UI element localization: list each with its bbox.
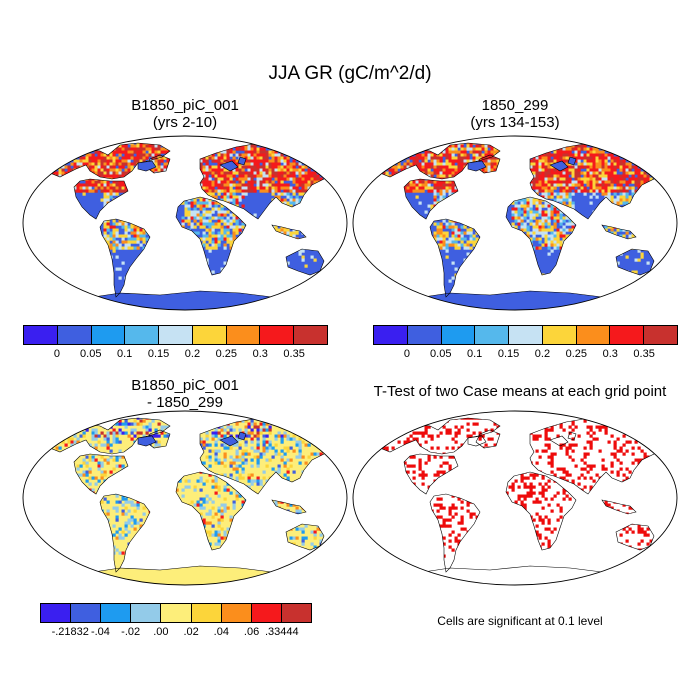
colorbar-case1 <box>23 325 328 345</box>
colorbar-case2-swatch <box>644 326 678 344</box>
colorbar-case2-tick-label: 0.3 <box>602 348 618 360</box>
map-panel-case1 <box>22 135 348 311</box>
colorbar-difference-swatch <box>101 604 132 622</box>
colorbar-case2-swatch <box>509 326 543 344</box>
colorbar-case1-swatch <box>294 326 328 344</box>
panel-2-title-line1: 1850_299 <box>481 97 549 114</box>
colorbar-difference-swatch <box>191 604 222 622</box>
figure-title: JJA GR (gC/m^2/d) <box>268 63 432 84</box>
colorbar-case2-swatch <box>374 326 408 344</box>
colorbar-case1-swatch <box>260 326 295 344</box>
colorbar-difference-tick-label: -.21832 <box>51 626 89 638</box>
colorbar-case1-tick-label: 0.3 <box>252 348 268 360</box>
colorbar-difference-swatch <box>251 604 282 622</box>
panel-3-title: B1850_piC_001 - 1850_299 <box>20 377 350 411</box>
colorbar-difference-swatch <box>41 604 72 622</box>
colorbar-case2-swatch <box>610 326 645 344</box>
panel-1-title: B1850_piC_001 (yrs 2-10) <box>20 97 350 131</box>
map-panel-case2 <box>352 135 678 311</box>
panel-3-title-line1: B1850_piC_001 <box>131 377 239 394</box>
colorbar-case2-swatch <box>407 326 442 344</box>
colorbar-case1-tick-label: 0.25 <box>215 348 238 360</box>
colorbar-difference-swatch <box>71 604 102 622</box>
colorbar-case2-tick-label: 0 <box>403 348 410 360</box>
colorbar-difference-swatch <box>131 604 162 622</box>
colorbar-difference-tick-label: .04 <box>213 626 229 638</box>
map-panel-ttest <box>352 410 678 586</box>
map-panel-difference <box>22 410 348 586</box>
colorbar-case2-tick-label: 0.35 <box>633 348 655 360</box>
colorbar-case1-tick-label: 0.35 <box>283 348 305 360</box>
colorbar-difference-tick-label: .02 <box>183 626 199 638</box>
colorbar-case2-swatch <box>441 326 476 344</box>
colorbar-case2-tick-label: 0.05 <box>430 348 452 360</box>
colorbar-difference-tick-label: .00 <box>153 626 169 638</box>
colorbar-case1-swatch <box>91 326 126 344</box>
colorbar-case1-tick-label: 0.05 <box>80 348 102 360</box>
colorbar-case2 <box>373 325 678 345</box>
colorbar-difference-swatch <box>281 604 311 622</box>
colorbar-case1-tick-label: 0 <box>53 348 60 360</box>
colorbar-case1-swatch <box>125 326 160 344</box>
panel-1-title-line2: (yrs 2-10) <box>152 114 218 131</box>
colorbar-difference-tick-label: .33444 <box>264 626 299 638</box>
colorbar-difference-tick-label: -.04 <box>90 626 110 638</box>
colorbar-case1-swatch <box>192 326 227 344</box>
colorbar-case1-swatch <box>226 326 261 344</box>
colorbar-difference-swatch <box>161 604 192 622</box>
colorbar-case2-swatch <box>576 326 611 344</box>
colorbar-case1-swatch <box>24 326 58 344</box>
colorbar-case2-tick-label: 0.2 <box>534 348 551 360</box>
colorbar-case1-swatch <box>159 326 193 344</box>
colorbar-case2-tick-label: 0.1 <box>467 348 483 360</box>
colorbar-difference-tick-label: -.02 <box>121 626 141 638</box>
colorbar-case2-tick-label: 0.25 <box>565 348 588 360</box>
significance-note: Cells are significant at 0.1 level <box>437 614 603 628</box>
panel-2-title-line2: (yrs 134-153) <box>470 114 560 131</box>
panel-3-title-line2: - 1850_299 <box>147 394 223 411</box>
colorbar-case1-tick-label: 0.2 <box>184 348 201 360</box>
colorbar-case2-swatch <box>542 326 577 344</box>
panel-4-title: T-Test of two Case means at each grid po… <box>350 383 690 400</box>
panel-4-title-line1: T-Test of two Case means at each grid po… <box>373 383 667 400</box>
panel-2-title: 1850_299 (yrs 134-153) <box>345 97 685 131</box>
colorbar-difference-swatch <box>221 604 252 622</box>
colorbar-case1-tick-label: 0.15 <box>147 348 170 360</box>
colorbar-case2-tick-label: 0.15 <box>497 348 520 360</box>
colorbar-difference-tick-label: .06 <box>243 626 260 638</box>
colorbar-case1-swatch <box>57 326 92 344</box>
colorbar-case1-tick-label: 0.1 <box>117 348 133 360</box>
colorbar-case2-swatch <box>475 326 510 344</box>
panel-1-title-line1: B1850_piC_001 <box>131 97 239 114</box>
colorbar-difference <box>40 603 312 623</box>
